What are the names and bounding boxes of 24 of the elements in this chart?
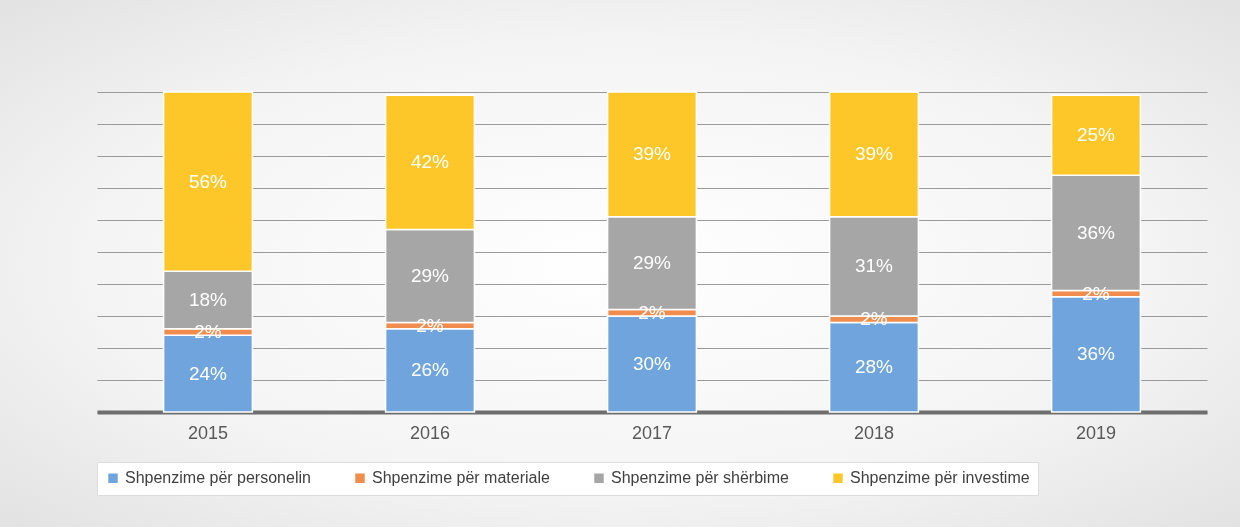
legend-label: Shpenzime për investime — [850, 469, 1030, 487]
data-label: 31% — [854, 255, 894, 277]
data-label: 25% — [1076, 124, 1116, 146]
data-label: 42% — [410, 151, 450, 173]
x-tick-label: 2019 — [1075, 422, 1117, 443]
x-tick-label: 2017 — [631, 422, 673, 443]
data-label: 36% — [1076, 221, 1116, 243]
data-label: 29% — [410, 265, 450, 286]
data-label: 56% — [188, 170, 228, 192]
data-label: 39% — [632, 143, 672, 165]
x-tick-label: 2018 — [853, 422, 895, 443]
legend-label: Shpenzime për shërbime — [611, 469, 789, 487]
x-tick-label: 2016 — [409, 422, 451, 443]
data-label: 36% — [1076, 343, 1116, 365]
legend-label: Shpenzime për materiale — [372, 469, 550, 487]
data-label: 29% — [632, 252, 672, 274]
data-label: 28% — [854, 356, 894, 378]
data-label: 24% — [188, 362, 228, 384]
data-label: 39% — [854, 143, 894, 165]
data-label: 26% — [410, 359, 450, 381]
data-label: 30% — [632, 353, 672, 374]
data-label: 18% — [188, 289, 228, 310]
x-tick-label: 2015 — [187, 422, 229, 443]
legend-label: Shpenzime për personelin — [125, 469, 311, 487]
